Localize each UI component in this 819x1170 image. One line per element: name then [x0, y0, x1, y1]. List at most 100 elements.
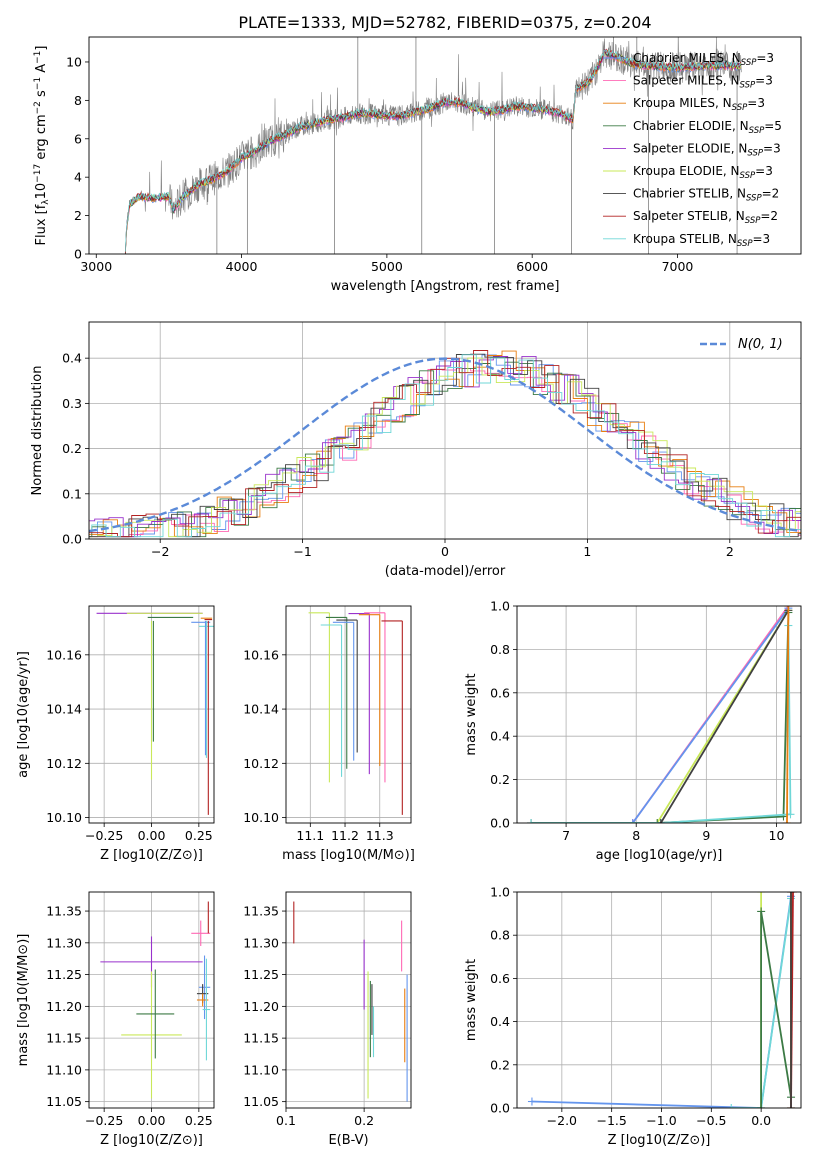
- x-tick-label: 0.1: [276, 1113, 296, 1128]
- axes-frame: [88, 321, 802, 540]
- weight-line-chabrier-stelib: [660, 609, 790, 823]
- panel-age-vs-Z: −0.25 0.00 0.25 10.10 10.12 10.14 10.16 Z [log1…: [16, 605, 215, 863]
- y-tick-label: 10: [66, 54, 82, 69]
- x-tick-label: −0.5: [696, 1113, 726, 1128]
- y-tick-label: 10.16: [243, 647, 279, 662]
- y-axis-label: mass [log10(M/M⊙)]: [16, 934, 31, 1067]
- axes-frame: [516, 605, 802, 824]
- x-axis-label: age [log10(age/yr)]: [596, 848, 723, 863]
- y-tick-label: 11.20: [243, 999, 279, 1014]
- legend-label: Salpeter MILES, NSSP=3: [633, 74, 773, 91]
- axes-frame: [88, 891, 215, 1109]
- plot-area: [100, 901, 211, 1099]
- panel-residuals: −2 −1 0 1 2 0.0 0.1 0.2 0.3 0.4 (data-model)/error…: [30, 321, 802, 579]
- residual-histogram-chabrier-stelib: [89, 353, 801, 538]
- x-tick-label: 0: [441, 544, 449, 559]
- weight-line-kroupa-stelib: [531, 625, 792, 823]
- y-tick-label: 10.14: [46, 702, 82, 717]
- x-tick-label: 8: [632, 828, 640, 843]
- y-tick-label: 0.3: [62, 396, 82, 411]
- x-tick-label: −1: [293, 544, 311, 559]
- x-tick-label: 0.00: [138, 828, 166, 843]
- x-tick-label: −2.0: [547, 1113, 577, 1128]
- x-axis-label: Z [log10(Z/Z⊙)]: [608, 1133, 711, 1148]
- y-tick-label: 11.20: [46, 999, 82, 1014]
- x-tick-label: 10: [769, 828, 785, 843]
- y-tick-label: 11.35: [46, 904, 82, 919]
- residual-histogram-kroupa-stelib: [89, 354, 801, 538]
- x-tick-label: 4000: [226, 259, 258, 274]
- y-tick-label: 0.1: [62, 486, 82, 501]
- x-tick-label: 2: [726, 544, 734, 559]
- y-tick-label: 0.0: [490, 816, 510, 831]
- y-tick-label: 11.25: [46, 967, 82, 982]
- y-tick-label: 0.8: [490, 642, 510, 657]
- panel-mass-vs-Z: −0.25 0.00 0.25 11.05 11.10 11.15 11.20 11.25 11…: [16, 891, 215, 1148]
- x-tick-label: 5000: [371, 259, 403, 274]
- weight-line-kroupa-stelib: [731, 898, 792, 1108]
- y-tick-label: 11.25: [243, 967, 279, 982]
- y-tick-label: 11.05: [243, 1094, 279, 1109]
- legend-label: Salpeter STELIB, NSSP=2: [633, 209, 778, 226]
- y-tick-label: 0.6: [490, 971, 510, 986]
- y-tick-label: 10.12: [46, 756, 82, 771]
- x-tick-label: −1.5: [596, 1113, 626, 1128]
- y-tick-label: 0.4: [490, 1014, 510, 1029]
- y-tick-label: 2: [74, 208, 82, 223]
- weight-line-kroupa-elodie: [531, 609, 790, 823]
- legend-label: Chabrier MILES, NSSP=3: [633, 51, 774, 68]
- x-tick-label: 6000: [516, 259, 548, 274]
- y-tick-label: 0.6: [490, 685, 510, 700]
- plot-area: [527, 892, 798, 1108]
- weight-line-salpeter-miles: [531, 606, 790, 823]
- panel-age-vs-mass: 11.1 11.2 11.3 10.10 10.12 10.14 10.16 mass [lo…: [243, 605, 415, 863]
- y-tick-label: 11.10: [243, 1062, 279, 1077]
- x-tick-label: −0.25: [85, 828, 123, 843]
- residual-histogram-salpeter-elodie: [89, 355, 801, 538]
- y-tick-label: 10.16: [46, 647, 82, 662]
- residual-histogram-kroupa-elodie: [89, 357, 801, 538]
- plot-area: [96, 612, 214, 815]
- plot-area: [124, 37, 742, 254]
- legend-label: Kroupa ELODIE, NSSP=3: [633, 164, 773, 181]
- y-tick-label: 0.0: [62, 532, 82, 547]
- model-spectrum-chabrier-stelib: [124, 49, 742, 254]
- y-tick-label: 11.10: [46, 1062, 82, 1077]
- legend-label: Kroupa STELIB, NSSP=3: [633, 232, 770, 249]
- y-tick-label: 10.10: [243, 810, 279, 825]
- axes-frame: [88, 605, 215, 824]
- y-axis-label: Flux [fλ10−17 erg cm−2 s−1 A−1]: [33, 46, 51, 246]
- x-tick-label: 3000: [80, 259, 112, 274]
- y-axis-label: Normed distribution: [30, 366, 45, 496]
- panel-mass-vs-EBV: 0.1 0.2 11.05 11.10 11.15 11.20 11.25 11.30 11.3…: [243, 891, 412, 1148]
- weight-line-kroupa-miles: [786, 606, 790, 823]
- residual-histogram-chabrier-miles: [89, 354, 801, 538]
- x-axis-label: wavelength [Angstrom, rest frame]: [331, 279, 560, 294]
- model-spectrum-kroupa-stelib: [124, 49, 742, 252]
- x-tick-label: 0.0: [751, 1113, 771, 1128]
- x-axis-label: E(B-V): [328, 1133, 368, 1148]
- legend-label: Chabrier ELODIE, NSSP=5: [633, 119, 782, 136]
- axes-frame: [285, 891, 412, 1109]
- legend-label: Salpeter ELODIE, NSSP=3: [633, 141, 781, 158]
- axes-frame: [88, 36, 802, 255]
- panel-spectrum: 3000 4000 5000 6000 7000 0 2 4 6 8 10 wavelength [A…: [33, 36, 802, 294]
- legend-label: N(0, 1): [738, 337, 783, 352]
- y-tick-label: 0.4: [490, 729, 510, 744]
- plot-area: [89, 350, 801, 538]
- x-tick-label: 9: [702, 828, 710, 843]
- y-tick-label: 6: [74, 131, 82, 146]
- y-tick-label: 10.12: [243, 756, 279, 771]
- y-axis-label: mass weight: [464, 673, 479, 755]
- x-axis-label: Z [log10(Z/Z⊙)]: [100, 1133, 203, 1148]
- x-tick-label: 11.3: [366, 828, 394, 843]
- residual-histogram-chabrier-elodie: [89, 361, 801, 538]
- x-tick-label: −2: [151, 544, 169, 559]
- y-tick-label: 4: [74, 170, 82, 185]
- plot-area: [527, 606, 795, 823]
- x-axis-label: mass [log10(M/M⊙)]: [282, 848, 415, 863]
- x-tick-label: −0.25: [85, 1113, 123, 1128]
- y-tick-label: 0: [74, 247, 82, 262]
- x-axis-label: (data-model)/error: [385, 564, 506, 579]
- y-tick-label: 8: [74, 93, 82, 108]
